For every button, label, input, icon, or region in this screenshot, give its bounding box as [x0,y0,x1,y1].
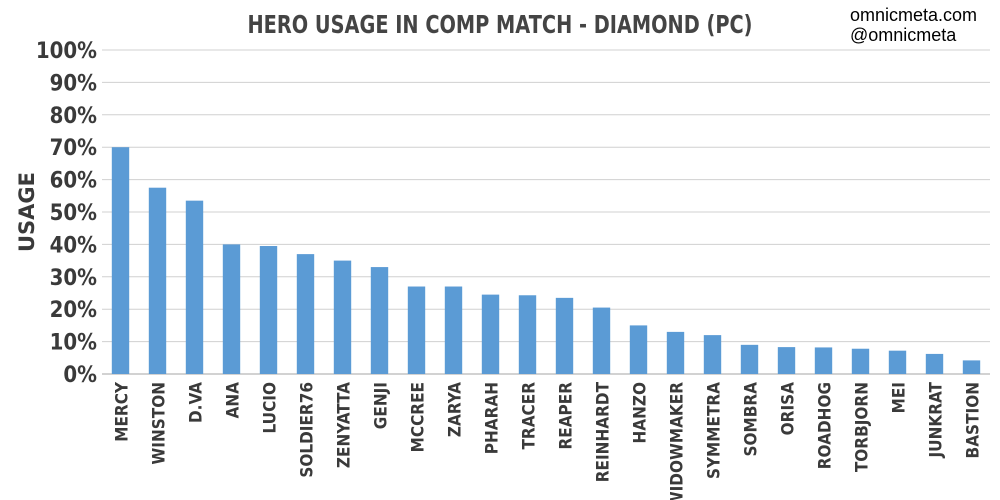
credit-site: omnicmeta.com [850,5,977,25]
bar-reaper [555,297,574,374]
x-tick-label: HANZO [631,382,651,444]
x-tick-label: MEI [890,382,910,413]
y-tick-label: 40% [50,233,98,258]
y-axis-label: USAGE [15,172,39,252]
x-tick-label: TORBJORN [853,382,873,472]
x-tick-label: MERCY [113,381,133,442]
x-tick-label: REINHARDT [594,381,614,482]
bar-junkrat [925,353,944,374]
x-tick-label: BASTION [964,382,984,458]
x-tick-label: WINSTON [150,382,170,465]
bar-mercy [111,147,130,374]
bars [111,147,981,374]
x-tick-label: ANA [224,382,244,419]
x-tick-label: GENJI [372,382,392,429]
y-tick-label: 90% [50,71,98,96]
bar-genji [370,267,389,374]
bar-torbjorn [851,348,870,374]
bar-mei [888,350,907,374]
bar-widowmaker [666,331,685,374]
x-tick-label: REAPER [557,382,577,450]
bar-tracer [518,295,537,374]
y-tick-label: 20% [50,298,98,323]
bar-d-va [185,200,204,374]
x-tick-label: ORISA [779,382,799,435]
bar-zenyatta [333,260,352,374]
y-tick-label: 50% [50,201,98,226]
bar-hanzo [629,325,648,374]
bar-ana [222,244,241,374]
bar-symmetra [703,335,722,374]
bar-pharah [481,294,500,374]
bar-winston [148,187,167,374]
chart-title: HERO USAGE IN COMP MATCH - DIAMOND (PC) [248,10,753,39]
x-tick-label: LUCIO [261,382,281,433]
bar-soldier76 [296,254,315,374]
x-tick-label: ZENYATTA [335,382,355,468]
credit-handle: @omnicmeta [850,25,957,45]
y-tick-label: 30% [50,266,98,291]
x-axis-ticks: MERCY WINSTON D.VA ANA LUCIO SOLDIER76 ZENYATT… [113,381,984,500]
x-tick-label: JUNKRAT [927,381,947,458]
bar-lucio [259,246,278,374]
y-tick-label: 60% [50,169,98,194]
y-tick-label: 0% [63,363,97,388]
y-tick-label: 10% [50,331,98,356]
y-axis-ticks: 0% 10% 20% 30% 40% 50% 60% 70% 80% 90% 100% [36,39,97,388]
bar-sombra [740,344,759,374]
bar-orisa [777,347,796,374]
x-tick-label: SYMMETRA [705,382,725,479]
bar-roadhog [814,347,833,374]
gridlines [102,49,990,375]
x-tick-label: D.VA [187,382,207,423]
x-tick-label: TRACER [520,382,540,450]
x-tick-label: SOLDIER76 [298,382,318,478]
x-tick-label: WIDOWMAKER [668,382,688,500]
x-tick-label: ROADHOG [816,382,836,469]
bar-bastion [962,360,981,374]
x-tick-label: ZARYA [446,382,466,437]
y-tick-label: 70% [50,136,98,161]
x-tick-label: MCCREE [409,382,429,452]
x-tick-label: PHARAH [483,382,503,454]
bar-reinhardt [592,307,611,374]
y-tick-label: 80% [50,104,98,129]
y-tick-label: 100% [36,39,97,64]
bar-mccree [407,286,426,374]
bar-zarya [444,286,463,374]
x-tick-label: SOMBRA [742,382,762,457]
